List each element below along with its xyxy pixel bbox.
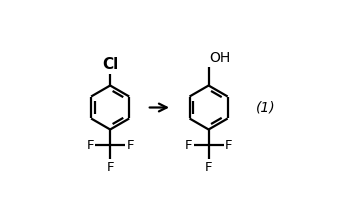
Text: F: F [86,139,94,152]
Text: (1): (1) [256,100,276,115]
Text: F: F [185,139,192,152]
Text: F: F [225,139,232,152]
Text: F: F [107,161,114,174]
Text: F: F [205,161,212,174]
Text: Cl: Cl [102,57,118,72]
Text: F: F [126,139,134,152]
Text: OH: OH [210,51,231,65]
